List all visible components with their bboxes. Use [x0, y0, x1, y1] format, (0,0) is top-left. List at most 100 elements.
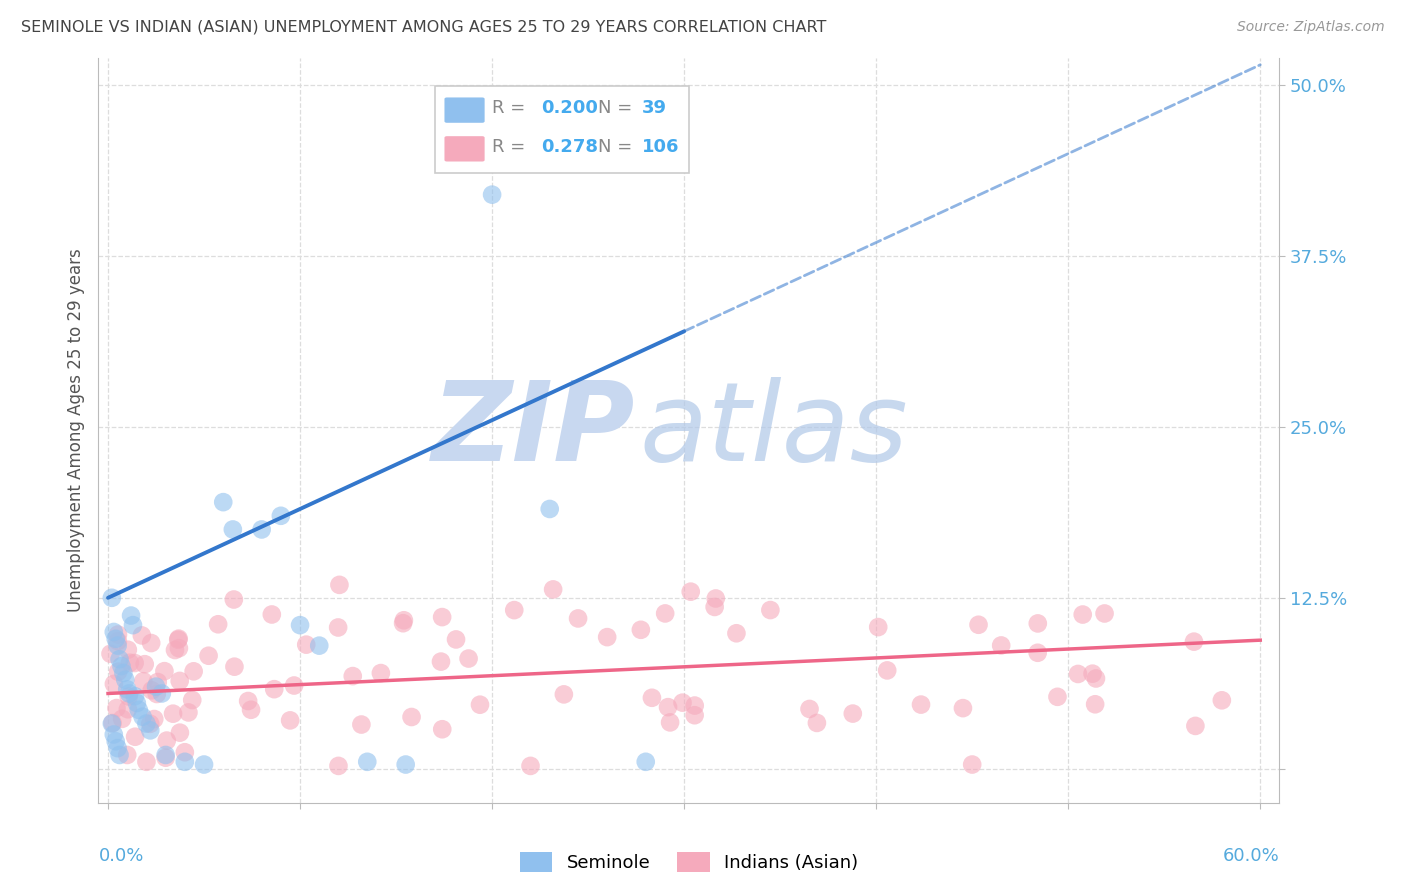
Text: SEMINOLE VS INDIAN (ASIAN) UNEMPLOYMENT AMONG AGES 25 TO 29 YEARS CORRELATION CH: SEMINOLE VS INDIAN (ASIAN) UNEMPLOYMENT …: [21, 20, 827, 35]
Point: [124, 656, 146, 670]
Point: [153, 664, 176, 678]
Point: [671, 696, 693, 710]
Point: [430, 610, 453, 624]
Point: [224, 659, 246, 673]
Text: N =: N =: [598, 99, 638, 117]
Point: [103, 677, 125, 691]
Point: [115, 682, 138, 697]
Point: [212, 495, 235, 509]
Point: [107, 627, 129, 641]
Point: [146, 675, 169, 690]
Point: [115, 747, 138, 762]
Point: [910, 698, 932, 712]
Point: [567, 611, 589, 625]
Point: [156, 733, 179, 747]
Point: [842, 706, 865, 721]
Point: [107, 634, 129, 648]
Point: [193, 757, 215, 772]
Point: [395, 757, 418, 772]
Point: [481, 187, 503, 202]
Point: [155, 747, 177, 762]
Text: 0.200: 0.200: [541, 99, 598, 117]
Point: [103, 727, 125, 741]
Point: [197, 648, 219, 663]
Text: R =: R =: [492, 99, 530, 117]
Point: [110, 659, 132, 673]
Point: [1184, 719, 1206, 733]
Point: [132, 674, 155, 689]
Point: [240, 703, 263, 717]
Text: 39: 39: [641, 99, 666, 117]
Point: [657, 700, 679, 714]
Point: [430, 655, 453, 669]
Point: [270, 508, 292, 523]
Point: [630, 623, 652, 637]
Point: [104, 632, 127, 646]
FancyBboxPatch shape: [434, 86, 689, 173]
Point: [1067, 667, 1090, 681]
Point: [799, 702, 821, 716]
Point: [167, 632, 190, 646]
Text: 60.0%: 60.0%: [1223, 847, 1279, 865]
Point: [162, 706, 184, 721]
Point: [114, 673, 136, 687]
Text: N =: N =: [598, 137, 638, 155]
Point: [167, 641, 190, 656]
Point: [263, 682, 285, 697]
Point: [683, 698, 706, 713]
Point: [134, 657, 156, 672]
Point: [117, 642, 139, 657]
Point: [135, 716, 157, 731]
Point: [139, 716, 162, 731]
Point: [967, 617, 990, 632]
Point: [725, 626, 748, 640]
Point: [596, 630, 619, 644]
Point: [131, 709, 153, 723]
Text: 106: 106: [641, 137, 679, 155]
Point: [107, 741, 129, 756]
Point: [177, 706, 200, 720]
Point: [342, 669, 364, 683]
Point: [468, 698, 491, 712]
Point: [960, 757, 983, 772]
Point: [679, 584, 702, 599]
Text: 0.0%: 0.0%: [98, 847, 143, 865]
Point: [118, 656, 141, 670]
Point: [654, 607, 676, 621]
Point: [111, 712, 134, 726]
Point: [173, 745, 195, 759]
Point: [868, 620, 890, 634]
Point: [308, 639, 330, 653]
Point: [103, 624, 125, 639]
Point: [101, 716, 124, 731]
Point: [260, 607, 283, 622]
Point: [283, 679, 305, 693]
Point: [328, 578, 350, 592]
Point: [250, 523, 273, 537]
Point: [173, 755, 195, 769]
Point: [183, 665, 205, 679]
Point: [222, 523, 245, 537]
Point: [683, 708, 706, 723]
Point: [288, 618, 311, 632]
Point: [806, 715, 828, 730]
Point: [401, 710, 423, 724]
Point: [131, 628, 153, 642]
Point: [146, 687, 169, 701]
Y-axis label: Unemployment Among Ages 25 to 29 years: Unemployment Among Ages 25 to 29 years: [66, 249, 84, 612]
Point: [207, 617, 229, 632]
FancyBboxPatch shape: [444, 97, 485, 123]
Point: [117, 702, 139, 716]
Point: [541, 582, 564, 597]
Point: [392, 616, 415, 631]
Point: [759, 603, 782, 617]
Point: [1081, 666, 1104, 681]
Point: [278, 714, 301, 728]
Point: [553, 687, 575, 701]
Point: [326, 620, 349, 634]
Point: [104, 734, 127, 748]
Point: [432, 723, 454, 737]
Legend: Seminole, Indians (Asian): Seminole, Indians (Asian): [512, 845, 866, 880]
Point: [135, 755, 157, 769]
Point: [150, 686, 173, 700]
